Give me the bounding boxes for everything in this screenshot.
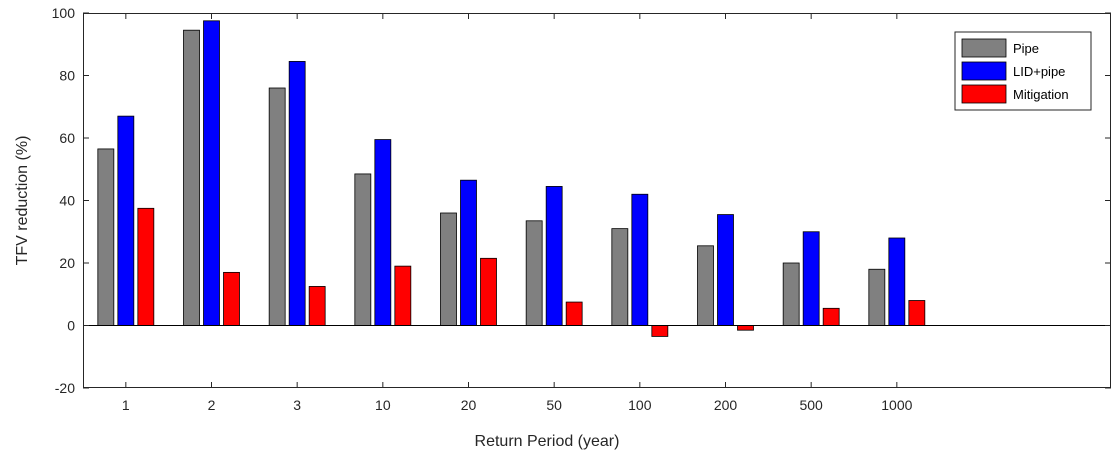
y-tick-label: 100 <box>52 5 76 21</box>
bar-mitigation-50 <box>565 301 583 326</box>
x-tick-label: 1000 <box>881 397 912 413</box>
x-tick-label: 2 <box>208 397 216 413</box>
bar-pipe-3 <box>268 87 286 326</box>
bar-pipe-20 <box>440 212 457 326</box>
x-tick-label: 20 <box>461 397 477 413</box>
bar-mitigation-100 <box>651 325 669 337</box>
bar-pipe-1 <box>97 148 115 326</box>
bar-lid-pipe-20 <box>460 179 477 326</box>
bar-mitigation-1 <box>137 207 155 326</box>
legend-label-mitigation: Mitigation <box>1013 87 1069 102</box>
bar-lid-pipe-3 <box>288 61 306 326</box>
y-tick-label: 60 <box>59 130 75 146</box>
legend-swatch-mitigation <box>961 84 1007 104</box>
ticks-layer: -20 0 20 40 60 80 100 1 2 3 10 20 50 100 200 500 1000 <box>52 5 1111 413</box>
y-tick-label: 20 <box>59 255 75 271</box>
y-axis-label: TFV reduction (%) <box>14 136 31 266</box>
x-tick-label: 50 <box>546 397 562 413</box>
legend-label-lid-pipe: LID+pipe <box>1013 64 1065 79</box>
bar-pipe-100 <box>611 228 629 326</box>
bar-mitigation-500 <box>822 307 840 326</box>
bar-lid-pipe-50 <box>545 186 563 326</box>
bar-pipe-1000 <box>868 268 886 326</box>
x-tick-label: 3 <box>293 397 301 413</box>
x-tick-label: 500 <box>799 397 823 413</box>
bar-lid-pipe-1 <box>117 115 135 326</box>
y-tick-label: -20 <box>55 380 75 396</box>
bar-pipe-2 <box>183 29 200 326</box>
bar-lid-pipe-10 <box>374 139 392 326</box>
bar-pipe-10 <box>354 173 372 326</box>
bar-mitigation-2 <box>223 271 240 326</box>
legend-swatch-pipe <box>961 38 1007 58</box>
y-tick-label: 0 <box>67 318 75 334</box>
bar-mitigation-1000 <box>908 300 926 326</box>
bar-mitigation-200 <box>737 325 754 331</box>
bar-pipe-50 <box>525 220 543 326</box>
bar-mitigation-10 <box>394 265 412 326</box>
y-tick-label: 40 <box>59 193 75 209</box>
x-tick-label: 200 <box>714 397 738 413</box>
bar-pipe-200 <box>697 245 714 326</box>
x-tick-label: 10 <box>375 397 391 413</box>
bars-layer <box>97 20 926 337</box>
x-axis-label: Return Period (year) <box>475 433 620 450</box>
x-tick-label: 100 <box>628 397 652 413</box>
bar-lid-pipe-500 <box>802 231 820 326</box>
legend-swatch-lid-pipe <box>961 61 1007 81</box>
bar-mitigation-3 <box>308 286 326 326</box>
bar-lid-pipe-1000 <box>888 237 906 326</box>
legend: Pipe LID+pipe Mitigation <box>954 31 1092 111</box>
x-tick-label: 1 <box>122 397 130 413</box>
bar-pipe-500 <box>782 262 800 326</box>
legend-label-pipe: Pipe <box>1013 41 1039 56</box>
bar-lid-pipe-2 <box>203 20 220 326</box>
y-tick-label: 80 <box>59 68 75 84</box>
bar-mitigation-20 <box>480 257 497 326</box>
bar-lid-pipe-100 <box>631 193 649 326</box>
bar-lid-pipe-200 <box>717 214 734 326</box>
